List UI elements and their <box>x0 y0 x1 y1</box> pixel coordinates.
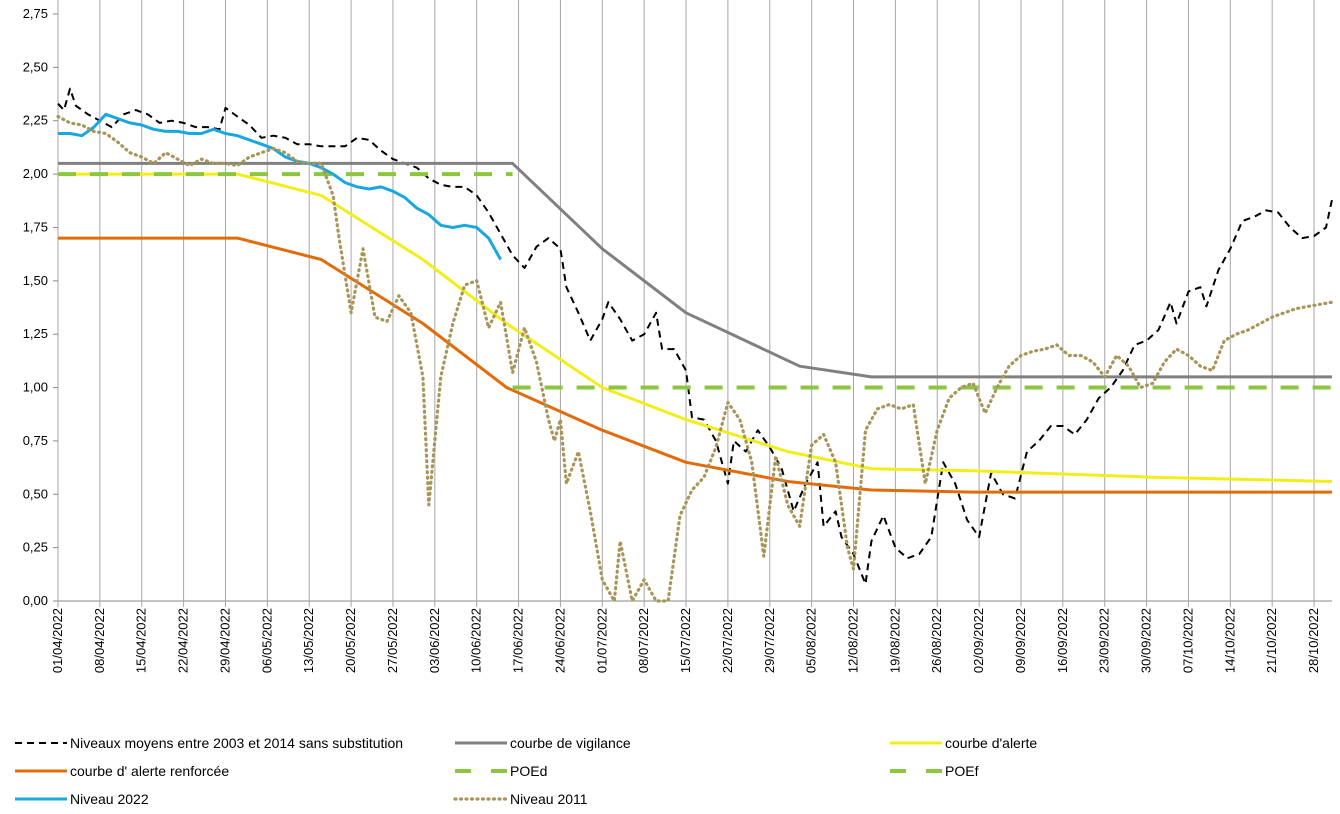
x-tick-label: 24/06/2022 <box>552 608 567 673</box>
y-tick-label: 2,75 <box>23 6 48 21</box>
x-tick-label: 01/04/2022 <box>50 608 65 673</box>
x-tick-label: 03/06/2022 <box>427 608 442 673</box>
legend-label: POEf <box>945 763 979 779</box>
y-tick-label: 0,00 <box>23 593 48 608</box>
x-tick-label: 12/08/2022 <box>846 608 861 673</box>
x-tick-label: 17/06/2022 <box>511 608 526 673</box>
x-tick-label: 22/07/2022 <box>720 608 735 673</box>
y-tick-label: 2,25 <box>23 113 48 128</box>
legend-label: courbe de vigilance <box>510 735 631 751</box>
legend: Niveaux moyens entre 2003 et 2014 sans s… <box>15 735 1037 807</box>
x-tick-label: 22/04/2022 <box>176 608 191 673</box>
y-tick-label: 2,00 <box>23 166 48 181</box>
series-line-niveau-2011 <box>56 114 1334 603</box>
legend-label: courbe d' alerte renforcée <box>70 763 229 779</box>
x-tick-label: 07/10/2022 <box>1180 608 1195 673</box>
x-tick-label: 29/04/2022 <box>217 608 232 673</box>
x-tick-label: 13/05/2022 <box>301 608 316 673</box>
y-tick-label: 0,50 <box>23 486 48 501</box>
series-line-courbe-d-alerte <box>58 172 1333 483</box>
x-tick-label: 15/07/2022 <box>678 608 693 673</box>
x-tick-label: 16/09/2022 <box>1055 608 1070 673</box>
legend-label: Niveau 2011 <box>510 791 588 807</box>
x-tick-label: 28/10/2022 <box>1306 608 1321 673</box>
series-line-niveau-2022 <box>58 112 502 261</box>
x-tick-label: 01/07/2022 <box>594 608 609 673</box>
y-tick-label: 0,75 <box>23 433 48 448</box>
y-tick-label: 0,25 <box>23 540 48 555</box>
y-axis: 0,00 0,25 0,50 0,75 1,00 1,25 1,50 1,75 2,00 2,25… <box>23 6 58 608</box>
x-tick-label: 10/06/2022 <box>469 608 484 673</box>
y-tick-label: 1,00 <box>23 380 48 395</box>
y-tick-label: 1,75 <box>23 219 48 234</box>
x-tick-label: 20/05/2022 <box>343 608 358 673</box>
x-tick-label: 08/04/2022 <box>92 608 107 673</box>
legend-label: Niveau 2022 <box>70 791 149 807</box>
legend-label: POEd <box>510 763 547 779</box>
x-tick-label: 09/09/2022 <box>1013 608 1028 673</box>
x-tick-label: 27/05/2022 <box>385 608 400 673</box>
series-line-niveaux-moyens-entre-2003-et-2014-sans-substitution <box>57 87 1333 585</box>
x-tick-label: 29/07/2022 <box>762 608 777 673</box>
y-tick-label: 1,50 <box>23 273 48 288</box>
x-tick-label: 21/10/2022 <box>1264 608 1279 673</box>
x-tick-label: 15/04/2022 <box>134 608 149 673</box>
x-tick-label: 26/08/2022 <box>929 608 944 673</box>
x-tick-label: 23/09/2022 <box>1097 608 1112 673</box>
x-tick-label: 02/09/2022 <box>971 608 986 673</box>
y-tick-label: 1,25 <box>23 326 48 341</box>
grid-lines <box>57 0 1332 607</box>
x-tick-label: 06/05/2022 <box>259 608 274 673</box>
x-tick-label: 30/09/2022 <box>1139 608 1154 673</box>
y-tick-label: 2,50 <box>23 59 48 74</box>
legend-label: courbe d'alerte <box>945 735 1037 751</box>
x-axis: 01/04/2022 08/04/2022 15/04/2022 22/04/2022… <box>50 608 1321 673</box>
x-tick-label: 05/08/2022 <box>804 608 819 673</box>
x-tick-label: 08/07/2022 <box>636 608 651 673</box>
series-line-courbe-d-alerte-renforc-e <box>58 236 1332 494</box>
x-tick-label: 19/08/2022 <box>887 608 902 673</box>
series-line-courbe-de-vigilance <box>58 161 1332 379</box>
legend-label: Niveaux moyens entre 2003 et 2014 sans s… <box>70 735 403 751</box>
x-tick-label: 14/10/2022 <box>1222 608 1237 673</box>
series-group <box>56 87 1334 603</box>
